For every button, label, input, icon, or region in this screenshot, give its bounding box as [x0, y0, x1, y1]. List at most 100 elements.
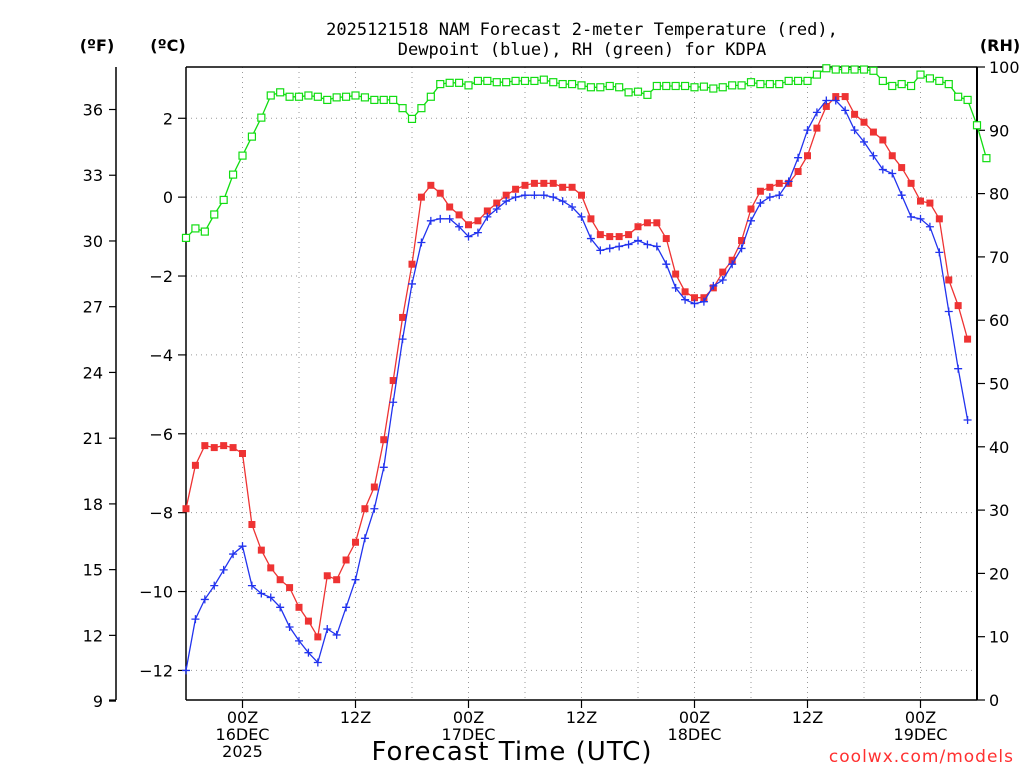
- dewpoint-point: [586, 234, 595, 243]
- fahrenheit-tick-label: 21: [83, 429, 103, 448]
- temperature-point: [267, 564, 275, 572]
- temperature-point: [248, 520, 256, 528]
- dewpoint-point: [794, 153, 803, 162]
- rh-point: [181, 233, 191, 243]
- dewpoint-point: [219, 565, 228, 574]
- temperature-point: [907, 179, 915, 187]
- rh-point: [633, 87, 643, 96]
- temperature-point: [935, 215, 943, 223]
- temperature-point: [399, 313, 407, 321]
- rh-point: [219, 195, 228, 205]
- temperature-point: [276, 576, 284, 584]
- temperature-point: [954, 302, 962, 310]
- temperature-point: [869, 128, 877, 136]
- rh-point: [709, 84, 718, 93]
- dewpoint-point: [285, 623, 294, 632]
- temperature-point: [512, 185, 520, 193]
- temperature-point: [926, 199, 934, 207]
- rh-point: [690, 83, 699, 92]
- temperature-point: [625, 231, 633, 239]
- celsius-tick-label: −2: [149, 267, 173, 286]
- time-tick-label: 00Z: [905, 708, 936, 727]
- temperature-point: [964, 335, 972, 343]
- temperature-point: [719, 268, 727, 276]
- credit-text: coolwx.com/models: [829, 747, 1014, 767]
- temperature-point: [898, 164, 906, 172]
- rh-point: [784, 76, 793, 86]
- rh-point: [370, 95, 379, 105]
- rh-point: [841, 65, 850, 74]
- temperature-point: [888, 152, 896, 160]
- celsius-tick-label: −8: [149, 504, 173, 523]
- dewpoint-point: [313, 658, 322, 667]
- rh-tick-label: 0: [989, 691, 999, 710]
- rh-point: [671, 81, 680, 91]
- temperature-point: [342, 556, 350, 564]
- rh-point: [916, 70, 925, 79]
- dewpoint-point: [662, 260, 671, 269]
- rh-point: [831, 65, 840, 74]
- dewpoint-point: [436, 214, 445, 223]
- temperature-point: [465, 221, 472, 229]
- series-dewpoint: [182, 96, 972, 675]
- dewpoint-point: [935, 248, 944, 257]
- temperature-point: [945, 276, 953, 284]
- dewpoint-point: [502, 197, 511, 206]
- rh-point: [238, 151, 247, 160]
- dewpoint-point: [464, 232, 473, 241]
- temperature-point: [295, 603, 303, 611]
- temperature-point: [201, 442, 209, 450]
- time-tick-label: 00Z: [679, 708, 710, 727]
- dewpoint-point: [671, 283, 680, 292]
- rh-unit-label: (RH): [980, 36, 1020, 55]
- rh-point: [332, 93, 341, 102]
- temperature-point: [502, 191, 510, 199]
- temperature-point: [917, 197, 924, 205]
- temperature-point: [352, 538, 359, 546]
- temperature-point: [587, 215, 595, 223]
- temperature-point: [436, 189, 444, 197]
- dewpoint-point: [379, 463, 388, 472]
- dewpoint-point: [709, 281, 718, 290]
- rh-point: [558, 79, 567, 89]
- dewpoint-point: [511, 193, 520, 202]
- dewpoint-point: [747, 216, 755, 225]
- dewpoint-point: [568, 203, 577, 212]
- dewpoint-point: [718, 275, 727, 284]
- temperature-point: [323, 572, 331, 580]
- temperature-point: [380, 436, 388, 444]
- rh-point: [191, 224, 200, 233]
- celsius-tick-label: 2: [163, 109, 173, 128]
- dewpoint-point: [605, 244, 614, 253]
- dewpoint-point: [304, 648, 313, 657]
- temperature-point: [455, 211, 463, 219]
- dewpoint-point: [445, 214, 454, 223]
- rh-point: [530, 76, 539, 86]
- dewpoint-point: [643, 240, 652, 249]
- temperature-point: [879, 136, 887, 144]
- rh-point: [285, 92, 294, 101]
- temperature-point: [389, 377, 397, 385]
- fahrenheit-tick-label: 15: [83, 561, 103, 580]
- dewpoint-point: [257, 589, 266, 598]
- rh-point: [596, 83, 605, 92]
- dewpoint-point: [521, 191, 529, 200]
- dewpoint-point: [483, 212, 492, 221]
- rh-point: [276, 88, 285, 97]
- dewpoint-point: [812, 108, 821, 117]
- rh-point: [389, 95, 398, 105]
- time-tick-label: 17DEC: [442, 725, 496, 744]
- rh-point: [680, 81, 690, 91]
- rh-point: [473, 76, 483, 86]
- temperature-point: [549, 179, 557, 187]
- time-tick-label: 00Z: [453, 708, 484, 727]
- dewpoint-point: [455, 222, 464, 231]
- rh-point: [746, 78, 756, 87]
- dewpoint-point: [944, 307, 953, 316]
- rh-point: [822, 64, 831, 73]
- rh-point: [925, 74, 935, 83]
- rh-point: [963, 95, 972, 105]
- rh-point: [718, 83, 727, 92]
- temperature-point: [427, 181, 435, 189]
- temperature-point: [672, 270, 680, 278]
